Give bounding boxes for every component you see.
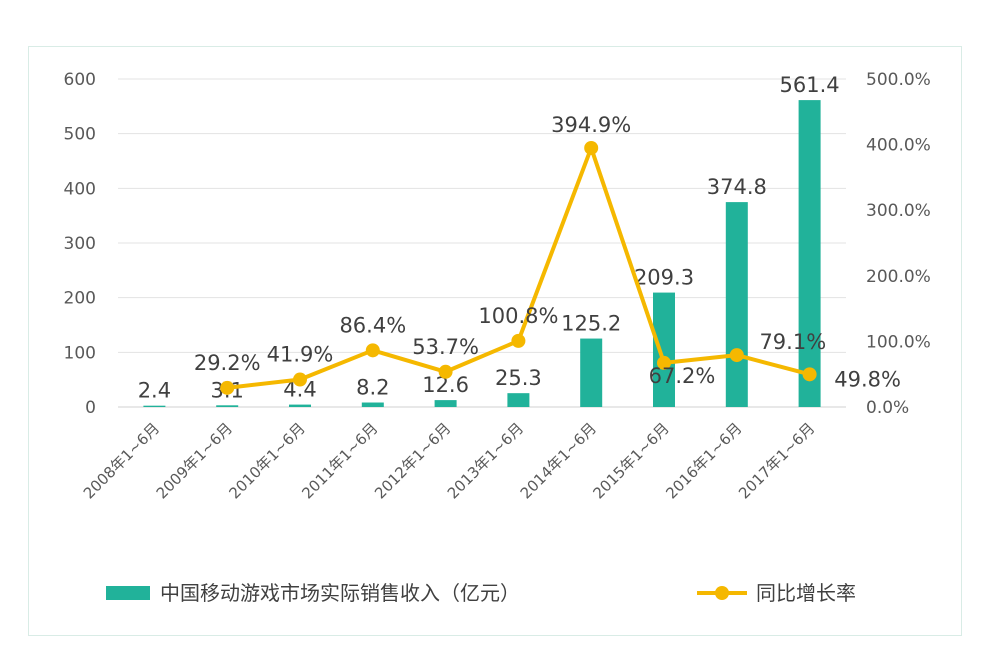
line-data-label: 394.9% xyxy=(551,113,631,137)
line-data-label: 53.7% xyxy=(412,335,479,359)
category-label: 2009年1~6月 xyxy=(153,419,236,502)
bar xyxy=(580,338,603,407)
left-tick-label: 400 xyxy=(64,179,96,199)
category-label: 2010年1~6月 xyxy=(226,419,309,502)
right-tick-label: 0.0% xyxy=(866,398,909,418)
growth-rate-marker xyxy=(438,364,453,379)
left-tick-label: 300 xyxy=(64,234,96,254)
growth-rate-marker xyxy=(729,348,744,363)
bar-data-label: 125.2 xyxy=(561,312,621,336)
left-tick-label: 500 xyxy=(64,125,96,145)
bar xyxy=(143,405,166,407)
right-tick-label: 400.0% xyxy=(866,136,931,156)
category-label: 2014年1~6月 xyxy=(517,419,600,502)
category-label: 2013年1~6月 xyxy=(444,419,527,502)
bar-data-label: 561.4 xyxy=(780,73,840,97)
right-tick-label: 500.0% xyxy=(866,70,931,90)
category-label: 2015年1~6月 xyxy=(590,419,673,502)
bar-data-label: 374.8 xyxy=(707,175,767,199)
growth-rate-marker xyxy=(293,372,307,387)
legend-bar-label: 中国移动游戏市场实际销售收入（亿元） xyxy=(160,581,520,605)
line-data-labels: 29.2% 41.9%86.4%53.7% 100.8% 394.9% 67.2% 79.… xyxy=(194,113,901,391)
left-tick-label: 200 xyxy=(64,289,96,309)
gridlines xyxy=(118,78,846,408)
left-tick-label: 100 xyxy=(64,343,96,363)
left-tick-label: 0 xyxy=(85,398,96,418)
category-axis: 2008年1~6月2009年1~6月2010年1~6月2011年1~6月2012… xyxy=(80,419,819,502)
bar xyxy=(725,202,748,407)
bar-data-label: 2.4 xyxy=(138,379,171,403)
line-data-label: 67.2% xyxy=(649,364,716,388)
growth-rate-marker xyxy=(802,367,817,382)
left-axis: 0 100 200 300 400 500 600 xyxy=(64,70,96,418)
line-data-label: 49.8% xyxy=(834,367,901,391)
category-label: 2016年1~6月 xyxy=(662,419,745,502)
growth-rate-marker xyxy=(657,355,671,370)
line-data-label: 29.2% xyxy=(194,351,261,375)
bar xyxy=(798,100,821,408)
category-label: 2017年1~6月 xyxy=(735,419,818,502)
bar xyxy=(653,292,675,407)
bar xyxy=(507,393,530,407)
legend: 中国移动游戏市场实际销售收入（亿元） 同比增长率 xyxy=(106,581,856,605)
bar xyxy=(361,402,384,407)
line-data-label: 79.1% xyxy=(759,330,826,354)
category-label: 2011年1~6月 xyxy=(298,419,381,502)
chart-frame xyxy=(28,46,962,636)
right-tick-label: 200.0% xyxy=(866,267,931,287)
growth-rate-marker xyxy=(220,380,235,395)
line-data-label: 86.4% xyxy=(339,313,406,337)
line-data-label: 100.8% xyxy=(478,304,558,328)
right-tick-label: 100.0% xyxy=(866,332,931,352)
legend-line-label: 同比增长率 xyxy=(756,581,856,605)
category-label: 2012年1~6月 xyxy=(371,419,454,502)
growth-rate-marker xyxy=(365,343,380,358)
bar-data-label: 25.3 xyxy=(495,366,542,390)
bar-data-label: 8.2 xyxy=(356,376,389,400)
legend-line-marker xyxy=(715,586,729,600)
bar xyxy=(216,405,239,407)
legend-bar-swatch xyxy=(106,586,150,600)
growth-rate-marker xyxy=(511,333,526,348)
bar xyxy=(289,404,311,407)
bar xyxy=(434,400,457,407)
right-axis: 0.0% 100.0% 200.0% 300.0% 400.0% 500.0% xyxy=(866,70,931,418)
category-label: 2008年1~6月 xyxy=(80,419,163,502)
left-tick-label: 600 xyxy=(64,70,96,90)
line-data-label: 41.9% xyxy=(267,343,334,367)
bar-data-label: 209.3 xyxy=(634,266,694,290)
growth-rate-marker xyxy=(584,140,599,155)
line-series xyxy=(220,140,817,395)
right-tick-label: 300.0% xyxy=(866,201,931,221)
